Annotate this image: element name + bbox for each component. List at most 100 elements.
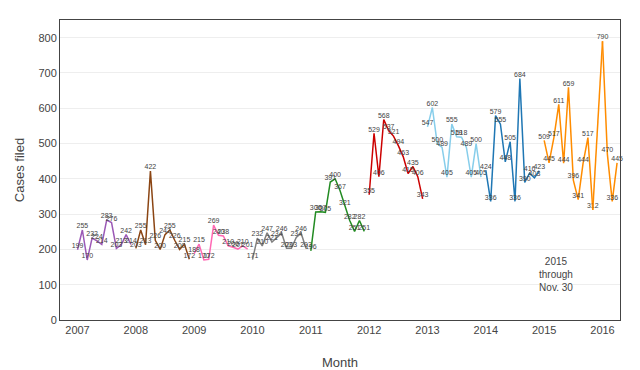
svg-text:489: 489 — [461, 140, 473, 147]
svg-text:2010: 2010 — [240, 324, 264, 336]
svg-text:276: 276 — [106, 215, 118, 222]
svg-text:509: 509 — [538, 133, 550, 140]
svg-text:489: 489 — [436, 140, 448, 147]
svg-text:210: 210 — [256, 238, 268, 245]
svg-text:226: 226 — [149, 232, 161, 239]
svg-text:470: 470 — [602, 146, 614, 153]
svg-text:224: 224 — [91, 233, 103, 240]
svg-text:500: 500 — [38, 137, 56, 149]
svg-text:555: 555 — [495, 116, 507, 123]
svg-text:2015throughNov. 30: 2015throughNov. 30 — [539, 256, 573, 293]
svg-text:203: 203 — [286, 241, 298, 248]
svg-text:2007: 2007 — [65, 324, 89, 336]
svg-text:170: 170 — [81, 252, 93, 259]
svg-text:390: 390 — [519, 175, 531, 182]
svg-text:463: 463 — [397, 149, 409, 156]
svg-text:336: 336 — [606, 194, 618, 201]
svg-text:255: 255 — [164, 222, 176, 229]
svg-text:602: 602 — [427, 100, 439, 107]
svg-text:547: 547 — [422, 119, 434, 126]
svg-text:196: 196 — [305, 243, 317, 250]
svg-text:2014: 2014 — [474, 324, 498, 336]
svg-text:500: 500 — [470, 136, 482, 143]
svg-text:517: 517 — [582, 130, 594, 137]
svg-text:2012: 2012 — [357, 324, 381, 336]
svg-text:396: 396 — [567, 172, 579, 179]
svg-text:213: 213 — [140, 237, 152, 244]
svg-text:424: 424 — [480, 163, 492, 170]
svg-text:246: 246 — [276, 225, 288, 232]
svg-text:300: 300 — [38, 208, 56, 220]
svg-text:367: 367 — [334, 183, 346, 190]
svg-text:213: 213 — [115, 237, 127, 244]
svg-text:435: 435 — [407, 159, 419, 166]
svg-text:600: 600 — [38, 102, 56, 114]
svg-text:307: 307 — [315, 204, 327, 211]
svg-text:269: 269 — [208, 217, 220, 224]
svg-text:521: 521 — [388, 128, 400, 135]
svg-text:306: 306 — [310, 204, 322, 211]
svg-text:232: 232 — [86, 230, 98, 237]
svg-text:215: 215 — [179, 236, 191, 243]
svg-text:415: 415 — [402, 166, 414, 173]
svg-text:2009: 2009 — [182, 324, 206, 336]
svg-text:238: 238 — [217, 228, 229, 235]
svg-text:203: 203 — [130, 241, 142, 248]
svg-text:611: 611 — [553, 97, 564, 104]
svg-text:247: 247 — [261, 225, 273, 232]
svg-text:0: 0 — [51, 314, 57, 326]
svg-text:201: 201 — [232, 241, 244, 248]
svg-text:171: 171 — [247, 252, 259, 259]
svg-text:200: 200 — [38, 243, 56, 255]
svg-text:494: 494 — [392, 138, 404, 145]
svg-text:790: 790 — [597, 33, 609, 40]
svg-text:517: 517 — [548, 130, 560, 137]
svg-text:336: 336 — [509, 194, 521, 201]
svg-text:255: 255 — [77, 222, 89, 229]
svg-text:242: 242 — [159, 227, 171, 234]
svg-text:2016: 2016 — [590, 324, 614, 336]
svg-text:321: 321 — [339, 199, 351, 206]
svg-text:200: 200 — [174, 242, 186, 249]
svg-text:336: 336 — [485, 194, 497, 201]
svg-text:448: 448 — [499, 154, 511, 161]
svg-text:2008: 2008 — [124, 324, 148, 336]
svg-text:405: 405 — [441, 169, 453, 176]
svg-text:400: 400 — [329, 171, 341, 178]
svg-text:188: 188 — [188, 246, 200, 253]
svg-text:214: 214 — [125, 237, 137, 244]
svg-text:246: 246 — [295, 225, 307, 232]
svg-text:242: 242 — [120, 227, 132, 234]
svg-text:2013: 2013 — [415, 324, 439, 336]
svg-text:206: 206 — [227, 240, 239, 247]
svg-text:215: 215 — [193, 236, 205, 243]
svg-text:305: 305 — [320, 205, 332, 212]
svg-text:201: 201 — [242, 241, 254, 248]
svg-text:203: 203 — [111, 241, 123, 248]
svg-text:251: 251 — [358, 224, 370, 231]
svg-text:518: 518 — [456, 129, 468, 136]
svg-text:Month: Month — [322, 355, 358, 370]
svg-text:519: 519 — [451, 129, 463, 136]
svg-text:529: 529 — [368, 126, 380, 133]
svg-text:240: 240 — [213, 228, 225, 235]
svg-text:232: 232 — [252, 230, 264, 237]
svg-text:800: 800 — [38, 32, 56, 44]
svg-text:579: 579 — [490, 108, 502, 115]
svg-text:406: 406 — [412, 169, 424, 176]
svg-text:684: 684 — [514, 71, 526, 78]
svg-text:203: 203 — [300, 241, 312, 248]
svg-text:2015: 2015 — [532, 324, 556, 336]
svg-text:423: 423 — [533, 163, 545, 170]
svg-text:199: 199 — [72, 242, 84, 249]
svg-text:505: 505 — [504, 134, 516, 141]
svg-text:200: 200 — [154, 242, 166, 249]
svg-text:210: 210 — [222, 238, 234, 245]
svg-text:422: 422 — [145, 163, 157, 170]
svg-text:283: 283 — [101, 212, 113, 219]
svg-text:234: 234 — [290, 230, 302, 237]
svg-text:659: 659 — [563, 80, 575, 87]
svg-text:172: 172 — [203, 252, 215, 259]
svg-text:341: 341 — [572, 192, 584, 199]
svg-text:214: 214 — [96, 237, 108, 244]
